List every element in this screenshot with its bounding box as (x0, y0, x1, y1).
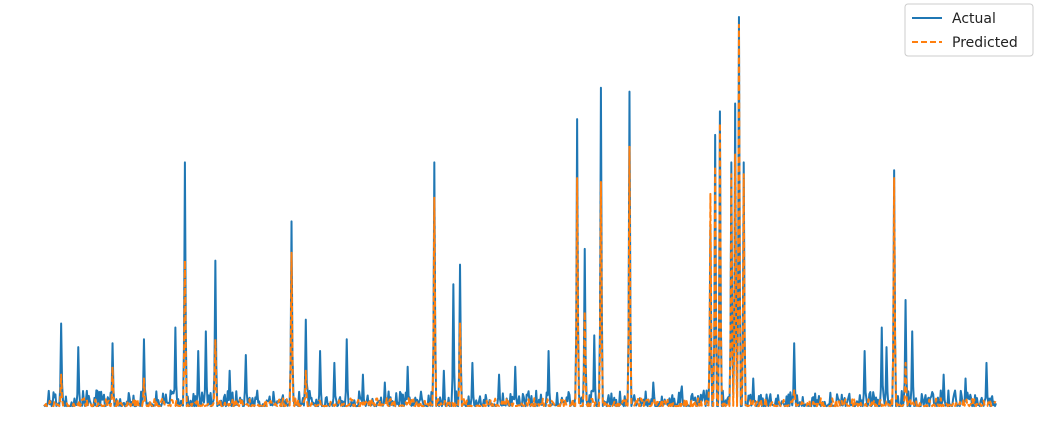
plot-area (43, 16, 997, 408)
series-line-predicted (43, 23, 997, 408)
legend: Actual Predicted (904, 3, 1034, 57)
series-line-actual (43, 16, 997, 408)
legend-label-predicted: Predicted (952, 35, 1018, 51)
legend-label-actual: Actual (952, 11, 996, 27)
